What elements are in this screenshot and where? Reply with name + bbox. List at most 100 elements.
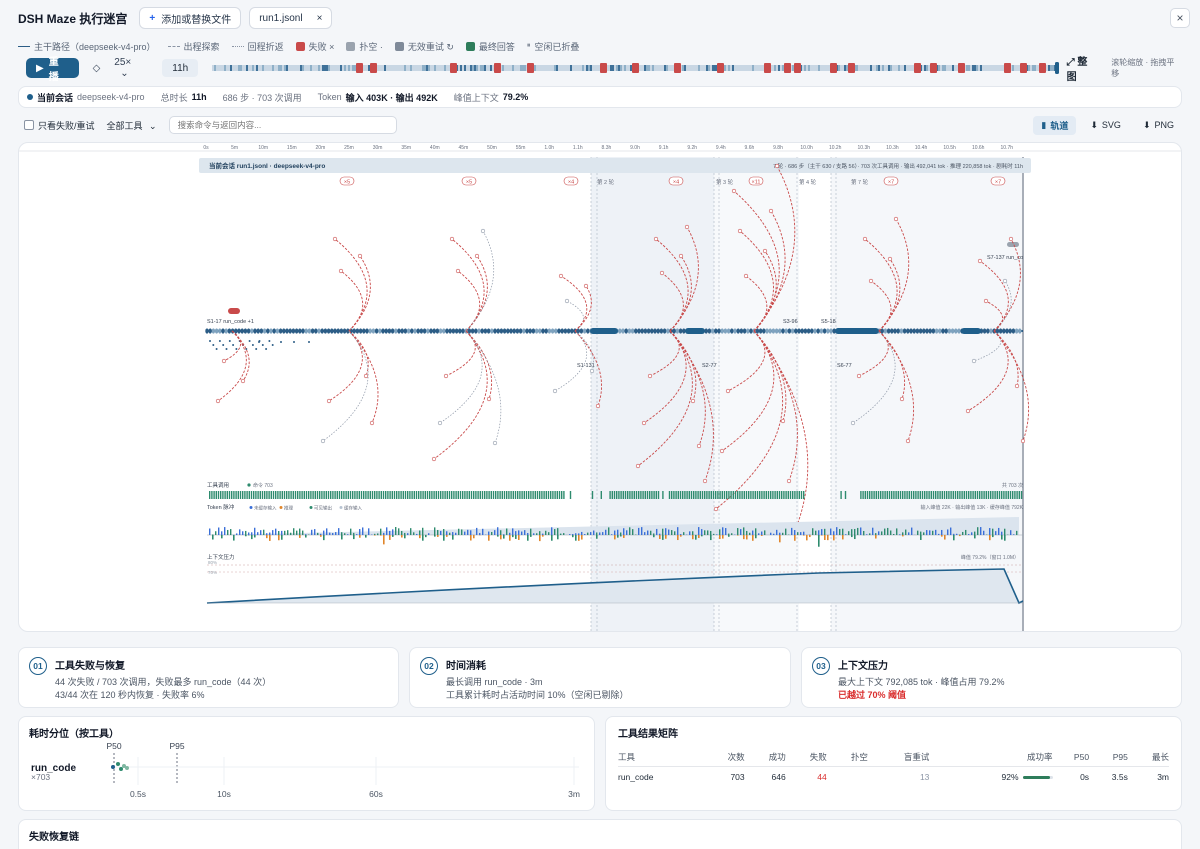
tab-轨道[interactable]: ▮ 轨道	[1033, 115, 1077, 135]
token-pulse-down	[551, 535, 553, 541]
token-pulse-up	[626, 530, 628, 535]
token-pulse-up	[461, 529, 463, 535]
token-pulse-up	[341, 532, 343, 535]
tool-call-tick	[369, 491, 371, 499]
matrix-header[interactable]: 扑空	[826, 748, 868, 767]
token-pulse-up	[515, 531, 517, 535]
fail-node	[905, 438, 911, 444]
token-pulse-up	[641, 527, 643, 535]
speed-select[interactable]: 25× ⌄	[114, 57, 148, 79]
cell-text: 44	[817, 772, 827, 782]
scrub-tick	[516, 65, 519, 71]
trunk-node	[250, 328, 254, 334]
legend-label: 出程探索	[183, 41, 220, 52]
scrub-tick	[564, 65, 567, 71]
matrix-header[interactable]: 工具	[618, 748, 704, 767]
close-window-button[interactable]: ×	[1170, 8, 1190, 28]
scrub-tick	[248, 65, 251, 71]
tool-call-tick	[728, 491, 730, 499]
token-legend-dot	[249, 506, 253, 509]
tab-svg[interactable]: ⬇ SVG	[1082, 116, 1129, 135]
close-tab-icon[interactable]: ×	[316, 12, 323, 24]
matrix-header[interactable]: 最长	[1127, 748, 1169, 767]
scrub-tick	[252, 65, 255, 71]
cell-text: 0s	[1080, 772, 1090, 782]
zoom-hint: 滚轮缩放 · 拖拽平移	[1111, 58, 1175, 78]
tab-png[interactable]: ⬇ PNG	[1135, 116, 1182, 135]
token-pulse-up	[758, 533, 760, 535]
replay-button[interactable]: ▶ 重播	[26, 57, 79, 83]
ruler-tick-label: 10.7h	[1001, 145, 1014, 151]
tool-call-tick	[444, 491, 446, 499]
token-pulse-up	[764, 530, 766, 535]
matrix-header[interactable]: 成功率	[929, 748, 1053, 767]
token-pulse-up	[803, 531, 805, 535]
tool-call-tick	[477, 491, 479, 499]
token-pulse-up	[926, 530, 928, 535]
trunk-node	[496, 328, 500, 334]
tool-select[interactable]: 全部工具 ⌄	[107, 119, 157, 132]
matrix-header[interactable]: 失败	[785, 748, 827, 767]
token-pulse-up	[236, 533, 238, 535]
step-icon[interactable]: ◇	[92, 62, 101, 74]
scrub-tick	[272, 65, 275, 71]
trunk-node	[819, 328, 824, 334]
tool-call-tick	[591, 491, 594, 499]
tool-call-tick	[495, 491, 497, 499]
tool-call-tick	[701, 491, 704, 499]
maze-svg[interactable]: 0s 5m 10m 15m 20m 25m 30m 35m 40m 45m 50m 55m 1.0h 1.…	[19, 143, 1182, 632]
scrub-tick	[986, 65, 989, 71]
branch-dot	[280, 341, 282, 343]
tool-call-tick	[217, 491, 220, 499]
maze-canvas[interactable]: 0s 5m 10m 15m 20m 25m 30m 35m 40m 45m 50m 55m 1.0h 1.…	[18, 142, 1182, 632]
table-row[interactable]: run_code 703 646 44 13 92% 0s 3.5s 3m	[618, 767, 1169, 788]
scrub-tick	[734, 65, 737, 71]
scrub-tick	[254, 65, 257, 71]
token-pulse-up	[305, 534, 307, 535]
fail-node	[725, 388, 731, 394]
matrix-header[interactable]: P95	[1089, 748, 1128, 767]
trunk-node	[749, 328, 753, 334]
token-pulse-up	[722, 527, 724, 535]
scrub-tick	[896, 65, 899, 71]
scrub-tick	[422, 65, 425, 71]
legend-line	[18, 45, 30, 47]
trunk-node	[406, 328, 411, 334]
add-file-button[interactable]: + 添加或替换文件	[139, 7, 242, 29]
trunk-node	[646, 328, 651, 334]
tool-call-tick	[888, 491, 891, 499]
trunk-node	[227, 328, 232, 334]
scrub-tick	[756, 65, 759, 71]
matrix-header[interactable]: 盲重试	[867, 748, 930, 767]
scrub-tick	[404, 65, 407, 71]
cell-text: run_code	[618, 772, 654, 782]
tool-call-tick	[330, 491, 332, 499]
cell-text: 13	[919, 772, 930, 782]
tool-call-tick	[530, 491, 532, 499]
search-input[interactable]	[168, 116, 397, 134]
retry-arc	[348, 330, 379, 424]
matrix-header[interactable]: P50	[1052, 748, 1090, 767]
fail-node	[357, 253, 363, 259]
scrub-tick	[316, 65, 319, 71]
trunk-node	[723, 328, 728, 334]
only-failures-checkbox[interactable]	[24, 120, 34, 130]
scrub-tick	[572, 65, 575, 71]
token-pulse-down	[446, 535, 448, 537]
miss-node	[552, 388, 558, 394]
trunk-node	[534, 328, 539, 334]
trunk-node	[880, 328, 884, 334]
token-pulse-up	[380, 528, 382, 535]
token-pulse-up	[368, 528, 370, 535]
fit-button[interactable]: ⤢ 整图	[1067, 53, 1098, 83]
token-pulse-up	[740, 529, 742, 535]
token-pulse-up	[752, 530, 754, 535]
matrix-header[interactable]: 成功	[744, 748, 786, 767]
matrix-header[interactable]: 次数	[703, 748, 745, 767]
scrub-tick	[418, 65, 421, 71]
scrub-tick	[760, 65, 763, 71]
trunk-node	[586, 328, 590, 334]
file-tab[interactable]: run1.jsonl ×	[249, 7, 333, 29]
timeline-scrubber[interactable]	[212, 62, 1059, 74]
trunk-node	[886, 328, 891, 334]
